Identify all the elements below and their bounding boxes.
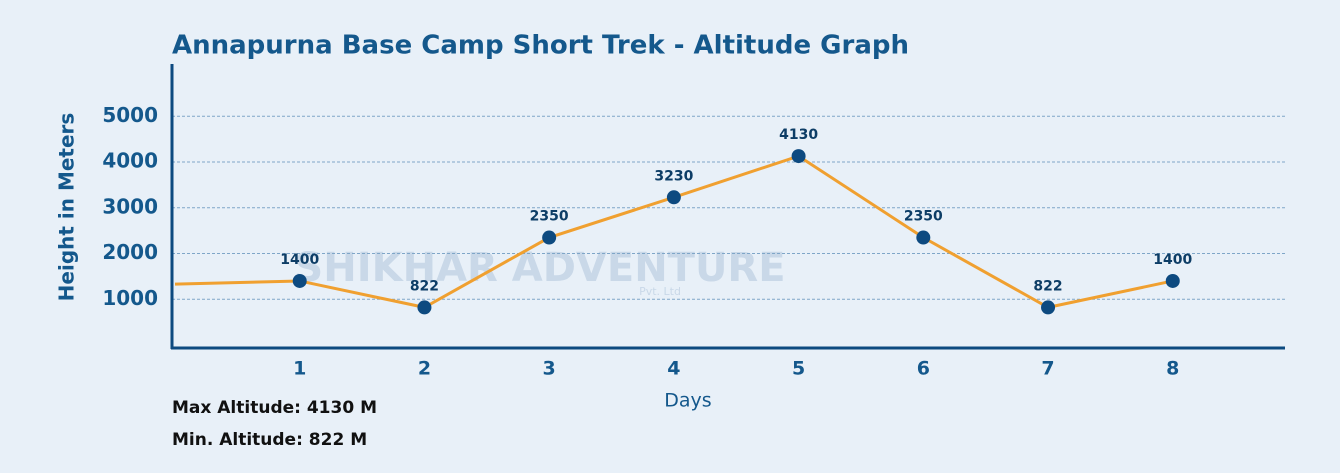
watermark: SHIKHAR ADVENTURE xyxy=(294,245,785,291)
x-tick-label: 4 xyxy=(667,358,680,380)
y-axis-label: Height in Meters xyxy=(55,113,79,302)
data-label: 1400 xyxy=(280,252,319,268)
marker xyxy=(791,149,806,164)
x-tick-label: 6 xyxy=(917,358,930,380)
marker xyxy=(916,230,931,245)
y-tick-label: 1000 xyxy=(102,286,158,310)
data-label: 822 xyxy=(1033,278,1062,294)
x-tick-label: 7 xyxy=(1041,358,1054,380)
data-label: 4130 xyxy=(779,127,818,143)
x-tick-label: 1 xyxy=(293,358,306,380)
marker xyxy=(1165,273,1180,288)
data-label: 2350 xyxy=(904,209,943,225)
watermark-sub: Pvt. Ltd xyxy=(639,285,681,298)
marker xyxy=(292,273,307,288)
data-label: 3230 xyxy=(654,168,693,184)
marker xyxy=(666,190,681,205)
marker xyxy=(1041,300,1056,315)
chart-title: Annapurna Base Camp Short Trek - Altitud… xyxy=(172,31,909,61)
marker xyxy=(542,230,557,245)
x-tick-label: 2 xyxy=(418,358,431,380)
x-tick-label: 5 xyxy=(792,358,805,380)
marker xyxy=(417,300,432,315)
x-tick-label: 8 xyxy=(1166,358,1179,380)
y-tick-label: 2000 xyxy=(102,240,158,264)
annotation: Max Altitude: 4130 M xyxy=(172,398,377,418)
y-tick-label: 3000 xyxy=(102,194,158,218)
data-label: 2350 xyxy=(530,209,569,225)
y-tick-label: 4000 xyxy=(102,149,158,173)
x-axis-label: Days xyxy=(664,390,711,412)
x-tick-label: 3 xyxy=(543,358,556,380)
data-label: 822 xyxy=(410,278,439,294)
annotation: Min. Altitude: 822 M xyxy=(172,430,367,450)
y-tick-label: 5000 xyxy=(102,103,158,127)
data-label: 1400 xyxy=(1153,252,1192,268)
